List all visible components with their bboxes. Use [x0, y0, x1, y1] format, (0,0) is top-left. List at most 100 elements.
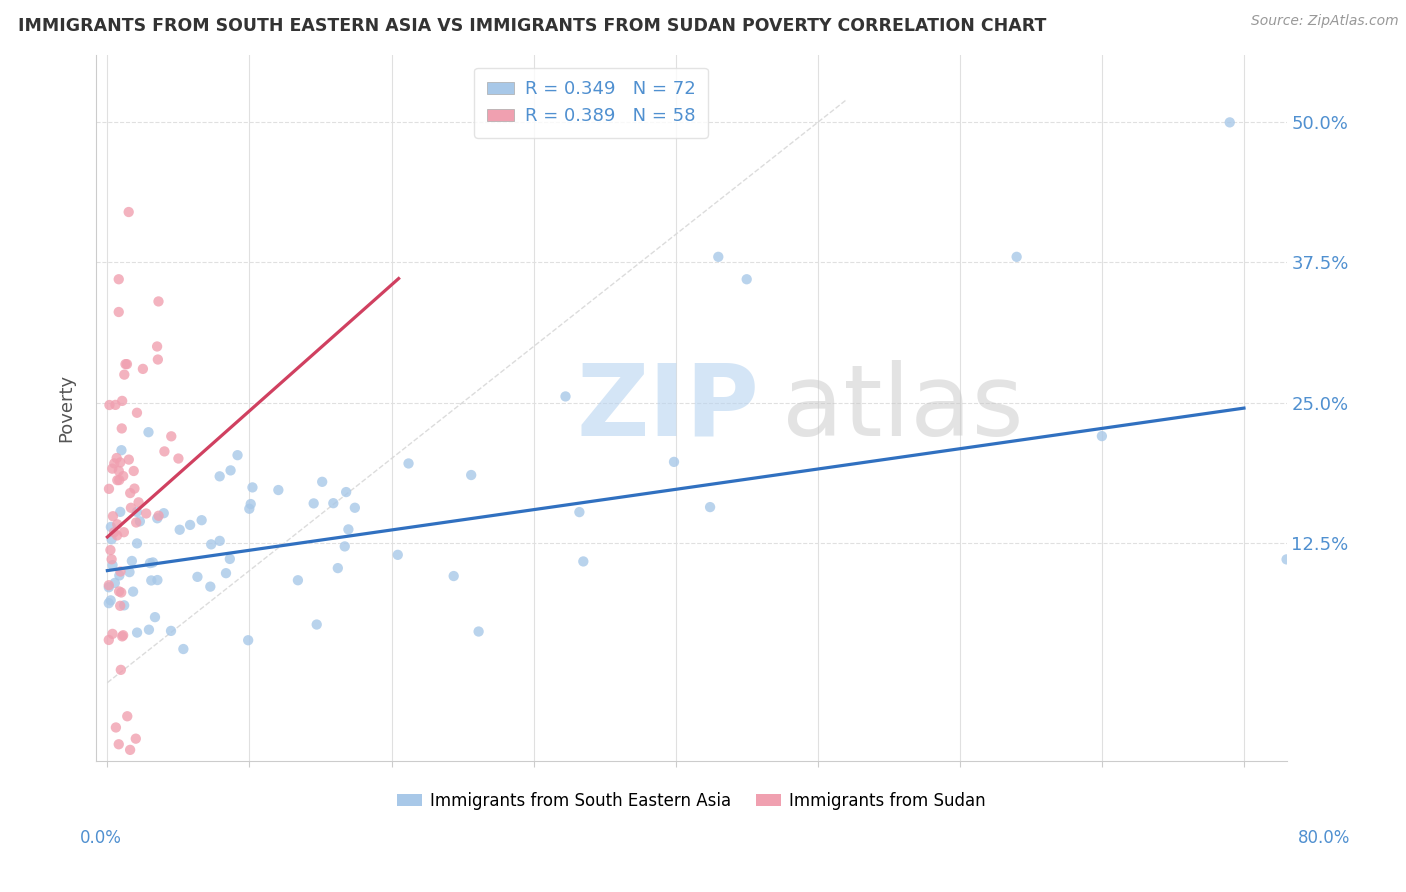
- Point: [226, 448, 249, 462]
- Point: [305, 617, 328, 632]
- Text: Source: ZipAtlas.com: Source: ZipAtlas.com: [1251, 14, 1399, 28]
- Point: [186, 570, 208, 584]
- Point: [179, 517, 201, 532]
- Point: [112, 599, 135, 613]
- Point: [169, 523, 191, 537]
- Point: [238, 501, 260, 516]
- Point: [146, 339, 169, 353]
- Point: [120, 743, 142, 757]
- Text: IMMIGRANTS FROM SOUTH EASTERN ASIA VS IMMIGRANTS FROM SUDAN POVERTY CORRELATION : IMMIGRANTS FROM SOUTH EASTERN ASIA VS IM…: [18, 17, 1046, 35]
- Point: [108, 584, 131, 599]
- Point: [118, 205, 141, 219]
- Point: [707, 250, 730, 264]
- Point: [110, 565, 132, 579]
- Point: [1219, 115, 1241, 129]
- Point: [287, 573, 309, 587]
- Point: [1091, 429, 1114, 443]
- Point: [104, 721, 127, 735]
- Point: [735, 272, 758, 286]
- Point: [112, 525, 135, 540]
- Point: [108, 599, 131, 613]
- Point: [124, 482, 146, 496]
- Point: [172, 642, 194, 657]
- Point: [302, 496, 325, 510]
- Point: [100, 593, 122, 607]
- Point: [387, 548, 409, 562]
- Point: [105, 450, 128, 465]
- Point: [467, 624, 489, 639]
- Point: [108, 568, 131, 582]
- Point: [208, 533, 231, 548]
- Point: [215, 566, 238, 581]
- Point: [200, 580, 222, 594]
- Point: [98, 482, 121, 496]
- Point: [662, 455, 685, 469]
- Point: [100, 543, 122, 558]
- Point: [110, 663, 132, 677]
- Point: [100, 552, 122, 566]
- Point: [101, 558, 124, 573]
- Point: [104, 398, 127, 412]
- Point: [111, 421, 134, 435]
- Point: [153, 444, 176, 458]
- Legend: Immigrants from South Eastern Asia, Immigrants from Sudan: Immigrants from South Eastern Asia, Immi…: [389, 785, 993, 816]
- Point: [97, 578, 120, 592]
- Point: [110, 585, 132, 599]
- Point: [572, 554, 595, 568]
- Point: [337, 522, 360, 536]
- Point: [120, 486, 142, 500]
- Point: [142, 556, 165, 570]
- Point: [105, 473, 128, 487]
- Point: [160, 429, 183, 443]
- Point: [107, 464, 129, 478]
- Point: [103, 525, 125, 540]
- Point: [1005, 250, 1028, 264]
- Point: [568, 505, 591, 519]
- Point: [122, 464, 145, 478]
- Point: [105, 517, 128, 532]
- Point: [335, 485, 357, 500]
- Point: [443, 569, 465, 583]
- Point: [152, 506, 174, 520]
- Point: [239, 497, 262, 511]
- Point: [107, 305, 129, 319]
- Point: [160, 624, 183, 638]
- Point: [242, 480, 264, 494]
- Point: [100, 520, 122, 534]
- Point: [208, 469, 231, 483]
- Point: [105, 528, 128, 542]
- Point: [118, 452, 141, 467]
- Point: [107, 737, 129, 751]
- Point: [146, 573, 169, 587]
- Point: [111, 629, 134, 643]
- Point: [110, 455, 132, 469]
- Point: [103, 456, 125, 470]
- Point: [111, 393, 134, 408]
- Point: [219, 463, 242, 477]
- Point: [112, 469, 135, 483]
- Point: [125, 406, 148, 420]
- Text: 0.0%: 0.0%: [80, 829, 122, 847]
- Text: 80.0%: 80.0%: [1298, 829, 1351, 847]
- Point: [110, 443, 132, 458]
- Point: [311, 475, 333, 489]
- Point: [326, 561, 349, 575]
- Point: [143, 610, 166, 624]
- Point: [117, 709, 139, 723]
- Point: [110, 505, 132, 519]
- Point: [148, 294, 170, 309]
- Point: [218, 552, 240, 566]
- Point: [148, 508, 170, 523]
- Point: [122, 584, 145, 599]
- Point: [554, 389, 576, 403]
- Point: [118, 565, 141, 579]
- Point: [138, 425, 160, 440]
- Point: [114, 357, 136, 371]
- Point: [460, 468, 482, 483]
- Point: [398, 457, 420, 471]
- Point: [97, 580, 120, 594]
- Point: [107, 272, 129, 286]
- Point: [200, 537, 222, 551]
- Point: [100, 533, 122, 547]
- Y-axis label: Poverty: Poverty: [58, 374, 75, 442]
